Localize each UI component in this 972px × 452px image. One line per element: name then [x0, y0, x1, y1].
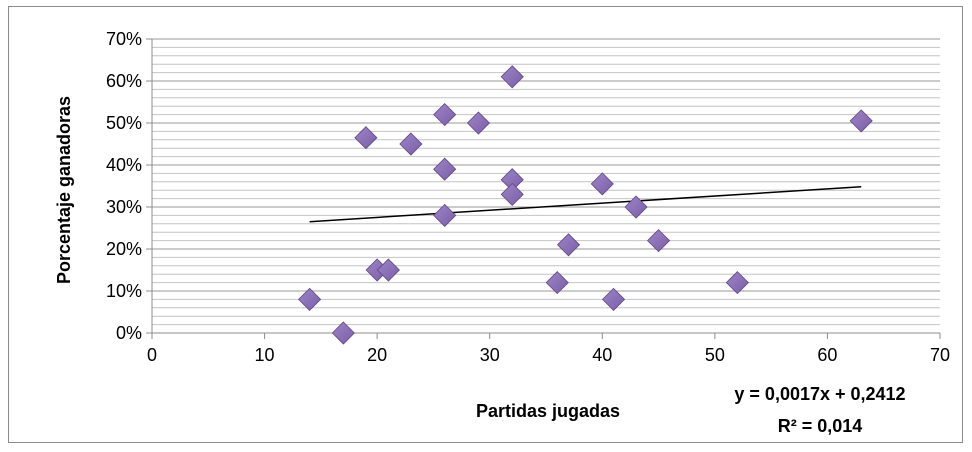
data-point	[399, 132, 423, 156]
x-tick-label: 60	[817, 345, 837, 365]
data-point	[647, 229, 671, 253]
gridlines	[152, 38, 940, 326]
data-points	[298, 65, 873, 345]
trendline-equation: y = 0,0017x + 0,2412	[734, 384, 905, 404]
x-tick-label: 40	[592, 345, 612, 365]
x-tick-label: 10	[255, 345, 275, 365]
data-point	[624, 195, 648, 219]
y-tick-label: 40%	[106, 155, 142, 175]
data-point	[433, 103, 457, 127]
x-axis-title: Partidas jugadas	[476, 401, 620, 421]
data-point	[500, 65, 524, 89]
y-tick-label: 0%	[116, 323, 142, 343]
data-point	[376, 258, 400, 282]
y-tick-labels: 0% 10% 20% 30% 40% 50% 60% 70%	[106, 29, 152, 343]
data-point	[849, 109, 873, 133]
data-point	[556, 233, 581, 257]
x-tick-labels: 0 10 20 30 40 50 60 70	[147, 333, 950, 365]
y-tick-label: 10%	[106, 281, 142, 301]
trendline	[309, 185, 862, 223]
y-tick-label: 20%	[106, 239, 142, 259]
y-axis-title: Porcentaje ganadoras	[54, 96, 74, 284]
x-tick-label: 20	[367, 345, 387, 365]
data-point	[433, 203, 457, 227]
chart-frame	[8, 6, 963, 443]
x-tick-label: 0	[147, 345, 157, 365]
data-point	[500, 182, 524, 206]
y-tick-label: 50%	[106, 113, 142, 133]
data-point	[545, 271, 569, 295]
data-point	[466, 111, 491, 135]
x-tick-label: 30	[480, 345, 500, 365]
data-point	[433, 157, 457, 181]
data-point	[601, 287, 626, 311]
axes	[151, 39, 940, 334]
trendline-r-squared: R² = 0,014	[778, 416, 863, 436]
data-point	[298, 287, 322, 311]
y-tick-label: 70%	[106, 29, 142, 49]
data-point	[590, 172, 614, 196]
x-tick-label: 50	[705, 345, 725, 365]
x-tick-label: 70	[930, 345, 950, 365]
data-point	[354, 126, 378, 150]
y-tick-label: 60%	[106, 71, 142, 91]
y-tick-label: 30%	[106, 197, 142, 217]
data-point	[331, 321, 355, 345]
data-point	[725, 271, 749, 295]
